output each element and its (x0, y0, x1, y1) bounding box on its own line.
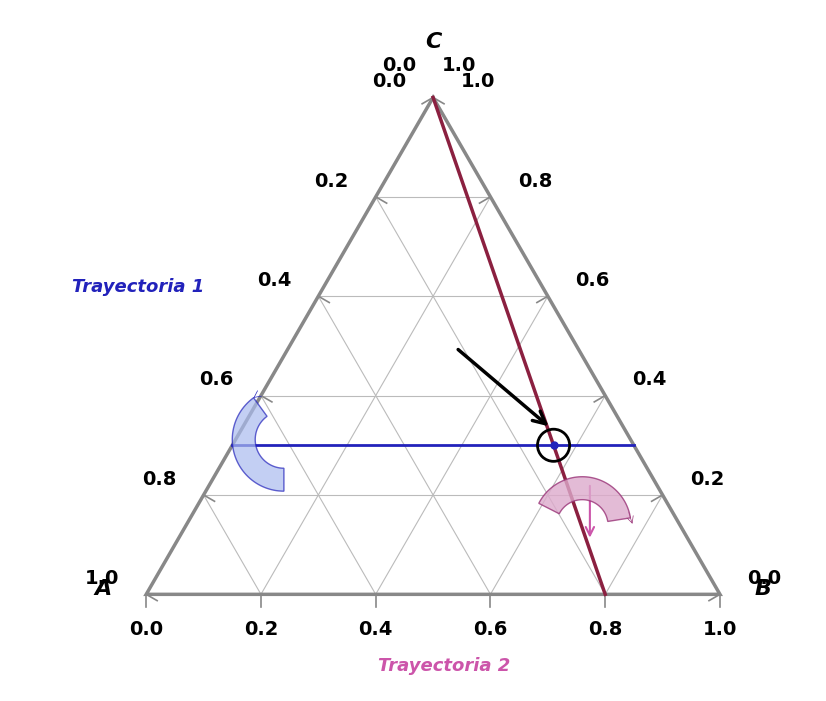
Text: 1.0: 1.0 (703, 620, 737, 639)
Polygon shape (539, 477, 630, 522)
Text: Trayectoria 2: Trayectoria 2 (378, 658, 510, 676)
Text: Trayectoria 1: Trayectoria 1 (72, 278, 204, 296)
Text: A: A (94, 578, 112, 599)
Text: 1.0: 1.0 (84, 569, 119, 588)
Text: B: B (754, 578, 771, 599)
Text: 0.0: 0.0 (372, 72, 406, 91)
Text: C: C (425, 32, 441, 52)
Text: 0.2: 0.2 (244, 620, 278, 639)
Text: 0.2: 0.2 (690, 470, 724, 489)
Text: 0.0: 0.0 (748, 569, 781, 588)
Text: 0.8: 0.8 (588, 620, 622, 639)
Text: 1.0: 1.0 (460, 72, 495, 91)
Text: 0.6: 0.6 (473, 620, 508, 639)
Text: 0.0: 0.0 (129, 620, 164, 639)
Text: 0.4: 0.4 (257, 271, 291, 290)
Text: 0.4: 0.4 (633, 370, 667, 389)
Text: 1.0: 1.0 (442, 55, 476, 74)
Text: 0.0: 0.0 (382, 55, 415, 74)
Text: 0.2: 0.2 (314, 172, 349, 191)
Text: 0.4: 0.4 (358, 620, 393, 639)
Text: 0.6: 0.6 (575, 271, 610, 290)
Text: 0.8: 0.8 (518, 172, 552, 191)
Polygon shape (232, 397, 284, 491)
Text: 0.6: 0.6 (199, 370, 234, 389)
Text: 0.8: 0.8 (142, 470, 176, 489)
